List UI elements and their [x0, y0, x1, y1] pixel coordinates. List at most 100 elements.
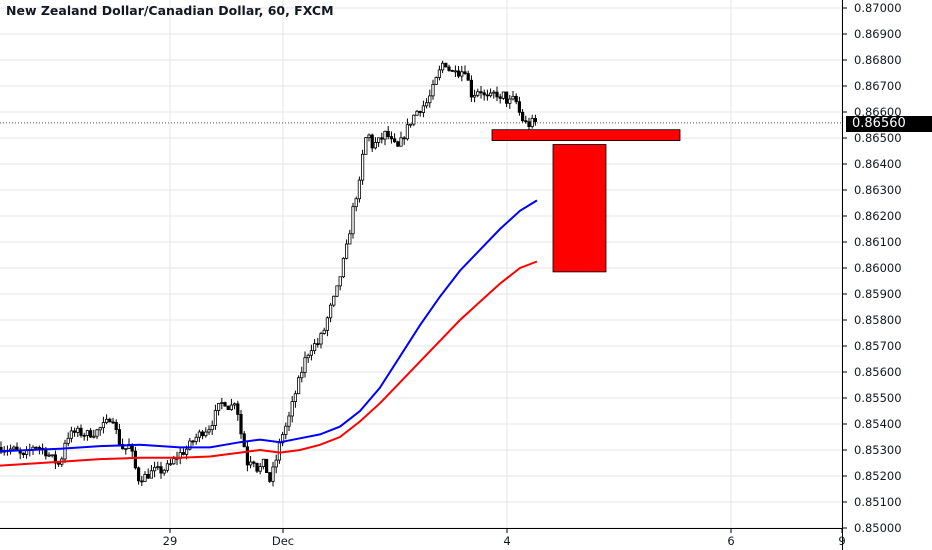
candle — [383, 130, 387, 146]
candle — [146, 468, 150, 479]
candle-body — [453, 70, 458, 73]
candle-body — [501, 91, 506, 99]
candle — [76, 425, 80, 437]
candle-body — [149, 470, 153, 479]
candle — [95, 428, 99, 440]
candle — [488, 88, 493, 98]
candle-body — [386, 130, 390, 138]
candle — [341, 257, 346, 279]
candle-body — [207, 429, 211, 433]
candle — [24, 446, 29, 459]
price-tick-label: 0.86300 — [854, 183, 902, 197]
candle-body — [165, 463, 169, 471]
candle — [530, 114, 534, 129]
candle-body — [156, 466, 160, 469]
candle — [306, 353, 310, 363]
candle — [335, 285, 339, 298]
candle — [50, 454, 54, 458]
candle-body — [290, 401, 294, 417]
candle-body — [444, 62, 448, 68]
candle — [482, 89, 486, 101]
ma-slow-line — [0, 260, 538, 467]
candle — [268, 471, 272, 483]
candle-body — [57, 462, 61, 465]
candle — [127, 438, 131, 449]
candle-body — [508, 98, 512, 104]
candle-body — [402, 137, 406, 140]
candle — [156, 461, 160, 471]
candle-body — [383, 130, 387, 140]
price-tick-label: 0.87000 — [854, 1, 902, 15]
candle — [492, 90, 496, 99]
candle-body — [101, 422, 105, 429]
price-tick-label: 0.86500 — [854, 131, 902, 145]
candle-body — [143, 473, 147, 482]
time-tick-label: Dec — [272, 534, 294, 548]
candle — [495, 86, 499, 102]
candle — [165, 460, 169, 473]
ma-fast-line — [0, 199, 538, 453]
candle-body — [264, 458, 269, 473]
candle-body — [287, 415, 291, 427]
candle-body — [424, 102, 429, 107]
price-tick-label: 0.85900 — [854, 287, 902, 301]
price-tick-label: 0.85800 — [854, 313, 902, 327]
target-zone-box[interactable] — [552, 144, 607, 273]
candle-body — [488, 92, 493, 97]
candle — [178, 446, 182, 465]
candle — [255, 462, 259, 473]
candle — [424, 98, 429, 109]
candle-body — [492, 91, 496, 94]
candle-body — [456, 70, 461, 77]
candle — [258, 462, 262, 475]
candle-body — [527, 121, 531, 127]
candle-body — [181, 452, 185, 455]
candle — [421, 100, 426, 118]
candle-body — [37, 447, 42, 449]
candle-body — [117, 429, 121, 445]
candle — [8, 444, 13, 455]
candle-body — [476, 91, 480, 96]
candle — [261, 458, 266, 470]
candle-body — [434, 77, 438, 85]
price-tick-label: 0.86700 — [854, 79, 902, 93]
candle — [437, 65, 442, 81]
candle-body — [229, 404, 233, 411]
candle-body — [200, 431, 205, 437]
candle — [479, 85, 483, 99]
time-tick-label: 4 — [503, 534, 510, 548]
candle — [242, 431, 246, 448]
candle-body — [360, 153, 365, 181]
candle — [105, 414, 109, 425]
candle — [533, 114, 538, 126]
candle — [469, 75, 474, 102]
candle-body — [328, 304, 333, 319]
candle — [309, 344, 314, 361]
candle-body — [124, 448, 128, 450]
time-tick-label: 9 — [838, 534, 845, 548]
candle-body — [524, 120, 528, 123]
candle-body — [412, 114, 416, 125]
candle — [402, 136, 406, 145]
candle-body — [514, 95, 518, 103]
supply-zone-bar[interactable] — [491, 129, 681, 141]
candle-body — [533, 118, 538, 122]
candle-body — [146, 473, 150, 479]
candle-body — [216, 403, 221, 411]
candle-body — [111, 421, 115, 424]
price-tick-label: 0.85500 — [854, 391, 902, 405]
candle — [245, 441, 249, 472]
candle-body — [408, 123, 413, 126]
candle — [47, 452, 51, 458]
candle-body — [197, 431, 201, 438]
candle-body — [530, 118, 534, 127]
candle-body — [210, 425, 214, 431]
candle-body — [421, 105, 426, 113]
candle-body — [325, 317, 330, 331]
candle-body — [380, 137, 384, 140]
candle-body — [76, 427, 80, 433]
candle-body — [136, 467, 141, 482]
candle — [280, 431, 285, 447]
candle — [223, 401, 227, 407]
